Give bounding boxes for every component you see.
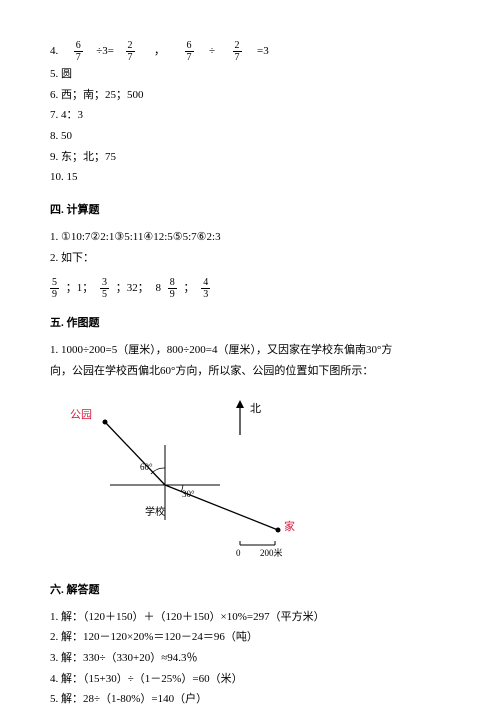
sec6-l2: 2. 解：120－120×20%＝120－24＝96（吨） xyxy=(50,628,450,647)
home-label: 家 xyxy=(284,519,295,533)
sec4-fracs: 59 ；1； 35 ；32； 8 89 ； 43 xyxy=(50,277,450,300)
sec6-l3: 3. 解：330÷（330+20）≈94.3％ xyxy=(50,649,450,668)
angle30: 30° xyxy=(182,489,195,499)
sec5-title: 五. 作图题 xyxy=(50,314,450,333)
q7: 7. 4：3 xyxy=(50,106,450,125)
q8: 8. 50 xyxy=(50,127,450,146)
sec6-l1: 1. 解：（120＋150）＋（120＋150）×10%=297（平方米） xyxy=(50,608,450,627)
sec4-l2: 2. 如下： xyxy=(50,249,450,268)
sep1: ；1； xyxy=(66,282,94,294)
sec5-l1: 1. 1000÷200=5（厘米），800÷200=4（厘米），又因家在学校东偏… xyxy=(50,341,450,360)
park-label: 公园 xyxy=(70,408,92,421)
q9: 9. 东；北；75 xyxy=(50,148,450,167)
q6: 6. 西；南；25；500 xyxy=(50,86,450,105)
sec4-f2: 35 xyxy=(100,277,109,300)
q5: 5. 圆 xyxy=(50,65,450,84)
sec4-title: 四. 计算题 xyxy=(50,201,450,220)
sec6-l5: 5. 解：28÷（1-80%）=140（户） xyxy=(50,690,450,709)
q4-frac2: 27 xyxy=(126,40,135,63)
sec6-l4: 4. 解：（15+30）÷（1－25%）=60（米） xyxy=(50,670,450,689)
north-label: 北 xyxy=(250,402,261,415)
sep2: ；32； xyxy=(116,282,149,294)
angle60: 60° xyxy=(140,462,153,472)
school-label: 学校 xyxy=(145,505,165,518)
diagram-svg: 北 公园 家 60° 30° 学校 0 200米 xyxy=(50,390,350,560)
q4-frac1: 67 xyxy=(74,40,83,63)
f3-whole: 8 xyxy=(156,282,162,294)
sec5-l2: 向，公园在学校西偏北60°方向，所以家、公园的位置如下图所示： xyxy=(50,362,450,381)
q4-eq3: =3 xyxy=(257,45,269,57)
scale200: 200米 xyxy=(260,547,283,558)
q4-frac3: 67 xyxy=(185,40,194,63)
sec6-title: 六. 解答题 xyxy=(50,581,450,600)
diagram: 北 公园 家 60° 30° 学校 0 200米 xyxy=(50,390,450,567)
q4-frac4: 27 xyxy=(233,40,242,63)
q4-line: 4. 67 ÷3= 27 ， 67 ÷ 27 =3 xyxy=(50,40,450,63)
sec4-l1: 1. ①10:7②2:1③5:11④12:5⑤5:7⑥2:3 xyxy=(50,228,450,247)
q4-div: ÷ xyxy=(209,45,215,57)
scale0: 0 xyxy=(236,548,241,558)
q4-comma: ， xyxy=(154,45,165,57)
sec4-f4: 43 xyxy=(201,277,210,300)
q10: 10. 15 xyxy=(50,168,450,187)
sec4-f1: 59 xyxy=(50,277,59,300)
sec4-f3: 89 xyxy=(168,277,177,300)
q4-op1: ÷3= xyxy=(96,45,114,57)
q4-num: 4. xyxy=(50,45,58,57)
sep3: ； xyxy=(184,282,195,294)
